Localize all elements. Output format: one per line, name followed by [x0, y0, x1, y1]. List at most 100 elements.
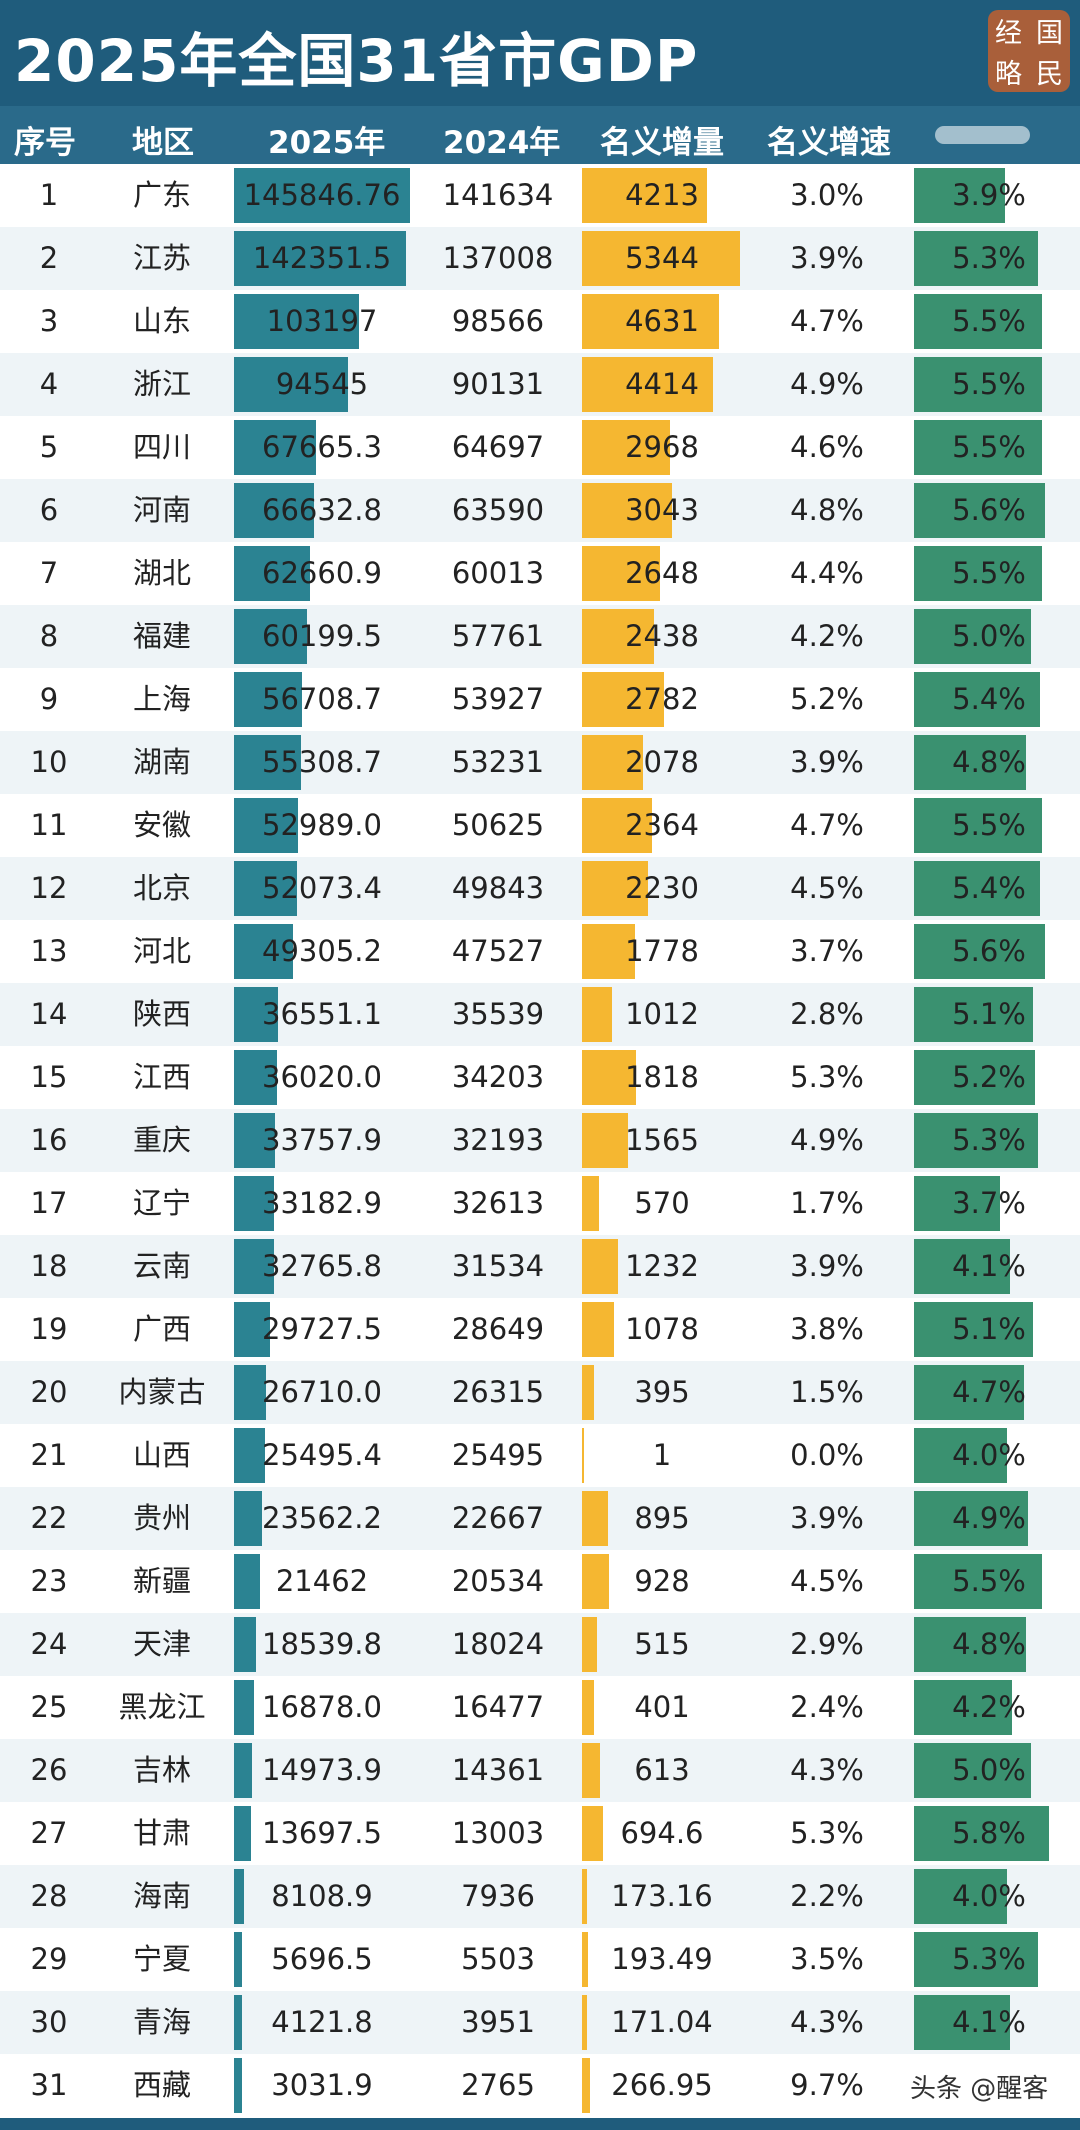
cell-gdp-2025: 55308.7: [262, 745, 382, 779]
gdp-2025-bar: [234, 1365, 267, 1420]
table-row: 2 江苏 142351.5 137008 5344 3.9% 5.3%: [0, 227, 1080, 290]
table-row: 20 内蒙古 26710.0 26315 395 1.5% 4.7%: [0, 1361, 1080, 1424]
cell-gdp-2025: 5696.5: [271, 1942, 373, 1976]
gdp-2025-bar: [234, 609, 307, 664]
cell-gdp-2025: 3031.9: [271, 2068, 373, 2102]
cell-gdp-2025: 94545: [275, 367, 369, 401]
increase-bar: [582, 546, 661, 601]
table-row: 11 安徽 52989.0 50625 2364 4.7% 5.5%: [0, 794, 1080, 857]
cell-growth-forecast: 4.8%: [952, 745, 1026, 779]
cell-nominal-growth: 2.2%: [790, 1879, 864, 1913]
cell-nominal-increase: 2438: [625, 619, 699, 653]
cell-growth-forecast: 4.2%: [952, 1690, 1026, 1724]
cell-rank: 10: [30, 745, 68, 779]
table-row: 15 江西 36020.0 34203 1818 5.3% 5.2%: [0, 1046, 1080, 1109]
gdp-2025-bar: [234, 231, 406, 286]
cell-rank: 9: [39, 682, 59, 716]
cell-region: 西藏: [132, 2068, 191, 2102]
cell-nominal-growth: 3.9%: [790, 241, 864, 275]
cell-region: 山西: [132, 1438, 191, 1472]
growth-bar: [914, 1932, 1038, 1987]
cell-growth-forecast: 4.9%: [952, 1501, 1026, 1535]
table-row: 14 陕西 36551.1 35539 1012 2.8% 5.1%: [0, 983, 1080, 1046]
table-row: 18 云南 32765.8 31534 1232 3.9% 4.1%: [0, 1235, 1080, 1298]
cell-nominal-increase: 2968: [625, 430, 699, 464]
cell-nominal-increase: 193.49: [611, 1942, 713, 1976]
cell-nominal-growth: 4.7%: [790, 808, 864, 842]
cell-region: 上海: [132, 682, 191, 716]
cell-nominal-growth: 4.9%: [790, 1123, 864, 1157]
growth-bar: [914, 1491, 1029, 1546]
increase-bar: [582, 1050, 636, 1105]
cell-nominal-growth: 5.2%: [790, 682, 864, 716]
cell-gdp-2025: 29727.5: [262, 1312, 382, 1346]
increase-bar: [582, 1869, 588, 1924]
cell-gdp-2024: 31534: [451, 1249, 545, 1283]
increase-bar: [582, 1932, 588, 1987]
brand-logo: 经 国 略 民: [988, 10, 1070, 92]
cell-rank: 19: [30, 1312, 68, 1346]
table-row: 10 湖南 55308.7 53231 2078 3.9% 4.8%: [0, 731, 1080, 794]
column-header-row: 序号 地区 2025年 2024年 名义增量 名义增速: [0, 106, 1080, 164]
growth-bar: [914, 1554, 1043, 1609]
cell-nominal-increase: 570: [634, 1186, 690, 1220]
cell-gdp-2025: 103197: [266, 304, 378, 338]
growth-bar: [914, 987, 1033, 1042]
blurred-header: [935, 126, 1030, 144]
cell-growth-forecast: 5.4%: [952, 871, 1026, 905]
table-row: 30 青海 4121.8 3951 171.04 4.3% 4.1%: [0, 1991, 1080, 2054]
cell-growth-forecast: 5.5%: [952, 556, 1026, 590]
gdp-2025-bar: [234, 1302, 270, 1357]
col-header-gdp2024: 2024年: [443, 125, 561, 161]
table-row: 28 海南 8108.9 7936 173.16 2.2% 4.0%: [0, 1865, 1080, 1928]
cell-nominal-increase: 4631: [625, 304, 699, 338]
increase-bar: [582, 1428, 584, 1483]
growth-bar: [914, 357, 1043, 412]
cell-nominal-growth: 4.9%: [790, 367, 864, 401]
growth-bar: [914, 1302, 1033, 1357]
cell-region: 新疆: [132, 1564, 191, 1598]
cell-nominal-increase: 1565: [625, 1123, 699, 1157]
gdp-2025-bar: [234, 357, 349, 412]
cell-gdp-2025: 21462: [275, 1564, 369, 1598]
cell-nominal-increase: 2078: [625, 745, 699, 779]
gdp-2025-bar: [234, 1995, 242, 2050]
cell-gdp-2024: 98566: [451, 304, 545, 338]
cell-rank: 26: [30, 1753, 68, 1787]
cell-gdp-2024: 7936: [461, 1879, 535, 1913]
growth-bar: [914, 1869, 1008, 1924]
cell-nominal-growth: 9.7%: [790, 2068, 864, 2102]
cell-region: 内蒙古: [118, 1375, 206, 1409]
cell-rank: 18: [30, 1249, 68, 1283]
cell-growth-forecast: 5.8%: [952, 1816, 1026, 1850]
cell-gdp-2025: 145846.76: [243, 178, 401, 212]
cell-gdp-2024: 57761: [451, 619, 545, 653]
cell-nominal-growth: 1.5%: [790, 1375, 864, 1409]
growth-bar: [914, 168, 1005, 223]
table-row: 31 西藏 3031.9 2765 266.95 9.7%: [0, 2054, 1080, 2117]
table-row: 25 黑龙江 16878.0 16477 401 2.4% 4.2%: [0, 1676, 1080, 1739]
cell-region: 北京: [132, 871, 191, 905]
gdp-2025-bar: [234, 294, 359, 349]
cell-gdp-2024: 50625: [451, 808, 545, 842]
cell-gdp-2025: 18539.8: [262, 1627, 382, 1661]
cell-gdp-2025: 13697.5: [262, 1816, 382, 1850]
increase-bar: [582, 924, 635, 979]
cell-nominal-increase: 1012: [625, 997, 699, 1031]
cell-gdp-2025: 26710.0: [262, 1375, 382, 1409]
cell-growth-forecast: 5.4%: [952, 682, 1026, 716]
cell-region: 辽宁: [132, 1186, 191, 1220]
col-header-nominal-growth: 名义增速: [767, 125, 891, 161]
cell-rank: 2: [39, 241, 59, 275]
cell-gdp-2024: 32613: [451, 1186, 545, 1220]
cell-nominal-growth: 5.3%: [790, 1816, 864, 1850]
cell-rank: 7: [39, 556, 59, 590]
cell-gdp-2025: 33757.9: [262, 1123, 382, 1157]
cell-nominal-growth: 3.9%: [790, 1501, 864, 1535]
increase-bar: [582, 735, 644, 790]
cell-region: 重庆: [132, 1123, 191, 1157]
gdp-2025-bar: [234, 735, 301, 790]
cell-growth-forecast: 5.5%: [952, 304, 1026, 338]
cell-rank: 20: [30, 1375, 68, 1409]
col-header-nominal-increase: 名义增量: [600, 125, 724, 161]
